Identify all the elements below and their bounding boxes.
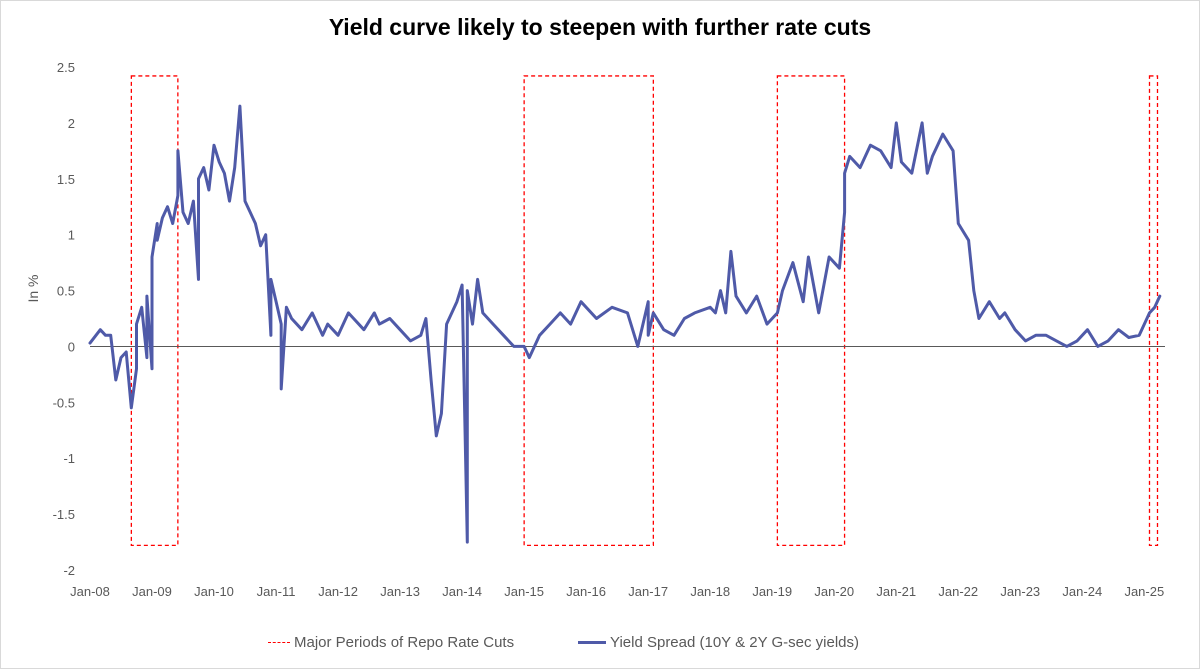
legend-item-rate-cuts: Major Periods of Repo Rate Cuts xyxy=(268,630,514,654)
x-tick-label: Jan-14 xyxy=(442,584,482,599)
x-tick-label: Jan-24 xyxy=(1062,584,1102,599)
rate-cut-period-box xyxy=(1148,75,1159,547)
x-axis-ticks: Jan-08 Jan-09 Jan-10 Jan-11 Jan-12 Jan-13 Jan-… xyxy=(70,584,1164,599)
y-tick-label: 1 xyxy=(68,228,75,243)
x-tick-label: Jan-08 xyxy=(70,584,110,599)
x-tick-label: Jan-10 xyxy=(194,584,234,599)
x-tick-label: Jan-18 xyxy=(690,584,730,599)
x-tick-label: Jan-23 xyxy=(1000,584,1040,599)
solid-line-swatch xyxy=(578,640,606,644)
series-lines xyxy=(88,104,1162,544)
legend-item-yield-spread: Yield Spread (10Y & 2Y G-sec yields) xyxy=(578,630,859,654)
dashed-line-swatch xyxy=(268,641,290,643)
x-tick-label: Jan-16 xyxy=(566,584,606,599)
x-tick-label: Jan-15 xyxy=(504,584,544,599)
rate-cut-period-box xyxy=(523,75,654,547)
y-tick-label: 2 xyxy=(68,116,75,131)
yield-spread-line xyxy=(88,104,1162,544)
x-tick-label: Jan-11 xyxy=(257,584,296,599)
chart-title: Yield curve likely to steepen with furth… xyxy=(328,14,872,40)
x-tick-label: Jan-09 xyxy=(132,584,172,599)
rate-cut-period-box xyxy=(130,75,179,547)
y-tick-label: -1.5 xyxy=(53,507,75,522)
legend-label-rate-cuts: Major Periods of Repo Rate Cuts xyxy=(294,633,515,651)
x-tick-label: Jan-12 xyxy=(318,584,358,599)
y-tick-label: -1 xyxy=(63,451,75,466)
y-tick-label: 0.5 xyxy=(57,284,75,299)
y-tick-label: 0 xyxy=(68,339,75,354)
y-axis-ticks: 2.5 2 1.5 1 0.5 0 -0.5 -1 -1.5 -2 xyxy=(53,60,75,578)
rate-cut-period-box xyxy=(776,75,846,547)
rate-cut-boxes xyxy=(130,75,1159,547)
y-tick-label: -2 xyxy=(63,563,75,578)
legend-label-yield-spread: Yield Spread (10Y & 2Y G-sec yields) xyxy=(610,633,860,651)
x-tick-label: Jan-21 xyxy=(876,584,916,599)
x-tick-label: Jan-17 xyxy=(628,584,668,599)
x-tick-label: Jan-22 xyxy=(938,584,978,599)
x-tick-label: Jan-13 xyxy=(380,584,420,599)
x-tick-label: Jan-20 xyxy=(814,584,854,599)
y-axis-label: In % xyxy=(25,274,41,302)
x-tick-label: Jan-25 xyxy=(1124,584,1164,599)
y-tick-label: -0.5 xyxy=(53,395,75,410)
y-tick-label: 2.5 xyxy=(57,60,75,75)
x-tick-label: Jan-19 xyxy=(752,584,792,599)
y-tick-label: 1.5 xyxy=(57,172,75,187)
